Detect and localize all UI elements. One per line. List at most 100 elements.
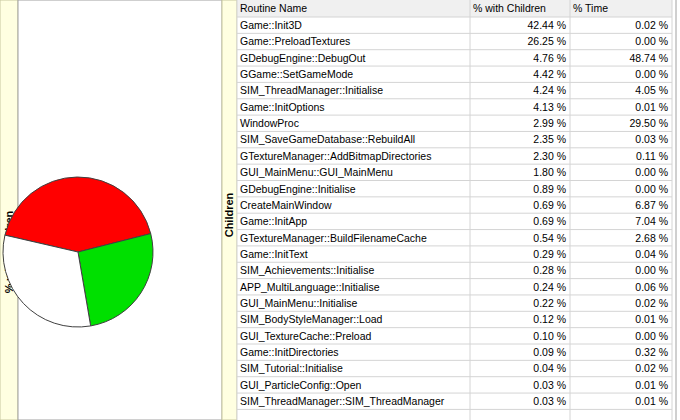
table-cell: 26.25 %: [527, 35, 566, 47]
table-cell: 0.04 %: [635, 248, 668, 260]
table-cell: 0.11 %: [636, 150, 668, 162]
row-line: [237, 393, 672, 394]
table-cell: 0.03 %: [533, 379, 566, 391]
pie: [3, 177, 153, 327]
column-header: % with Children: [473, 2, 546, 14]
table-cell: 2.30 %: [533, 150, 566, 162]
table-cell: 0.22 %: [533, 297, 566, 309]
row-line: [237, 164, 672, 165]
table-cell: 0.02 %: [635, 297, 668, 309]
table-cell: 4.42 %: [533, 68, 566, 80]
table-cell: SIM_BodyStyleManager::Load: [240, 313, 383, 325]
table-cell: Game::InitApp: [240, 215, 307, 227]
table-cell: 2.35 %: [533, 133, 566, 145]
column-header: % Time: [573, 2, 608, 14]
table-header-bg: [237, 0, 672, 17]
table-cell: SIM_ThreadManager::SIM_ThreadManager: [240, 395, 445, 407]
table-cell: 1.80 %: [533, 166, 566, 178]
table-cell: 4.13 %: [533, 101, 566, 113]
row-line: [237, 17, 672, 18]
table-cell: Game::InitDirectories: [240, 346, 339, 358]
table-cell: 0.69 %: [533, 215, 566, 227]
table-cell: GTextureManager::AddBitmapDirectories: [240, 150, 431, 162]
column-line: [237, 0, 238, 420]
table-cell: GDebugEngine::Initialise: [240, 183, 356, 195]
row-line: [237, 180, 672, 181]
row-line: [237, 327, 672, 328]
table-cell: GGame::SetGameMode: [240, 68, 353, 80]
table-cell: 0.01 %: [635, 379, 668, 391]
table-cell: GUI_TextureCache::Preload: [240, 330, 371, 342]
table-cell: 7.04 %: [635, 215, 668, 227]
row-line: [237, 196, 672, 197]
row-line: [237, 115, 672, 116]
table-cell: 4.05 %: [635, 84, 668, 96]
table-cell: 0.04 %: [533, 362, 566, 374]
table-cell: 0.28 %: [533, 264, 566, 276]
table-cell: 0.00 %: [635, 68, 668, 80]
row-line: [237, 294, 672, 295]
table-cell: 0.00 %: [635, 330, 668, 342]
table-cell: Game::Init3D: [240, 19, 302, 31]
table-cell: 0.02 %: [635, 19, 668, 31]
table-cell: 4.76 %: [533, 52, 566, 64]
row-line: [237, 229, 672, 230]
row-line: [237, 66, 672, 67]
table-cell: 0.00 %: [635, 183, 668, 195]
table-cell: 0.01 %: [635, 101, 668, 113]
table-cell: SIM_ThreadManager::Initialise: [240, 84, 383, 96]
table-cell: 0.69 %: [533, 199, 566, 211]
table-cell: APP_MultiLanguage::Initialise: [240, 281, 380, 293]
row-line: [237, 82, 672, 83]
table-cell: GTextureManager::BuildFilenameCache: [240, 232, 427, 244]
row-line: [237, 131, 672, 132]
table-cell: CreateMainWindow: [240, 199, 332, 211]
column-line: [672, 0, 673, 420]
table-cell: 0.01 %: [635, 395, 668, 407]
column-line: [570, 0, 571, 420]
table-cell: 0.02 %: [635, 362, 668, 374]
row-line: [237, 360, 672, 361]
table-label: Children: [223, 192, 235, 237]
pie-slice: [3, 235, 91, 327]
table-cell: GUI_MainMenu::Initialise: [240, 297, 357, 309]
table-cell: 0.03 %: [533, 395, 566, 407]
row-line: [237, 278, 672, 279]
table-cell: GUI_ParticleConfig::Open: [240, 379, 362, 391]
row-line: [237, 245, 672, 246]
table-cell: 0.09 %: [533, 346, 566, 358]
row-line: [237, 49, 672, 50]
table-cell: 0.06 %: [635, 281, 668, 293]
table-cell: SIM_Achievements::Initialise: [240, 264, 374, 276]
table-bg: [237, 0, 672, 420]
table-cell: 0.12 %: [533, 313, 566, 325]
row-line: [237, 409, 672, 410]
row-line: [237, 213, 672, 214]
table-cell: 0.54 %: [533, 232, 566, 244]
table-cell: 0.03 %: [635, 133, 668, 145]
table-cell: SIM_Tutorial::Initialise: [240, 362, 343, 374]
table-cell: 6.87 %: [635, 199, 668, 211]
table-cell: 0.89 %: [533, 183, 566, 195]
row-line: [237, 262, 672, 263]
table-cell: 0.00 %: [635, 264, 668, 276]
screen: % with ChildrenChildrenRoutine Name% wit…: [0, 0, 680, 420]
table-cell: Game::InitOptions: [240, 101, 325, 113]
column-header: Routine Name: [240, 2, 307, 14]
table-strip: [222, 0, 237, 420]
pie-slice: [78, 234, 153, 326]
row-line: [237, 344, 672, 345]
row-line: [237, 33, 672, 34]
table-cell: 2.99 %: [533, 117, 566, 129]
table-cell: GDebugEngine::DebugOut: [240, 52, 366, 64]
table-cell: SIM_SaveGameDatabase::RebuildAll: [240, 133, 415, 145]
row-line: [237, 311, 672, 312]
table-cell: 29.50 %: [629, 117, 668, 129]
table-cell: Game::PreloadTextures: [240, 35, 350, 47]
table-edge: [676, 0, 677, 420]
table-cell: 0.00 %: [635, 166, 668, 178]
column-line: [470, 0, 471, 420]
table-cell: 0.29 %: [533, 248, 566, 260]
table-cell: 0.32 %: [635, 346, 668, 358]
table-cell: Game::InitText: [240, 248, 308, 260]
